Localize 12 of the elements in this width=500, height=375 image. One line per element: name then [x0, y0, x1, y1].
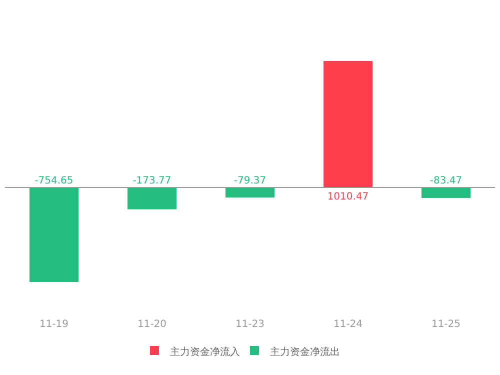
- legend-label: 主力资金净流出: [270, 346, 340, 358]
- x-tick-label: 11-23: [235, 319, 265, 330]
- legend-label: 主力资金净流入: [170, 346, 240, 358]
- data-label: -173.77: [132, 176, 172, 187]
- x-tick-label: 11-24: [333, 319, 363, 330]
- data-label: -83.47: [430, 176, 462, 187]
- x-tick-label: 11-25: [431, 319, 461, 330]
- data-label: -754.65: [34, 176, 74, 187]
- x-tick-label: 11-19: [39, 319, 69, 330]
- x-tick-label: 11-20: [137, 319, 167, 330]
- data-label: 1010.47: [327, 192, 369, 203]
- data-label: -79.37: [234, 176, 266, 187]
